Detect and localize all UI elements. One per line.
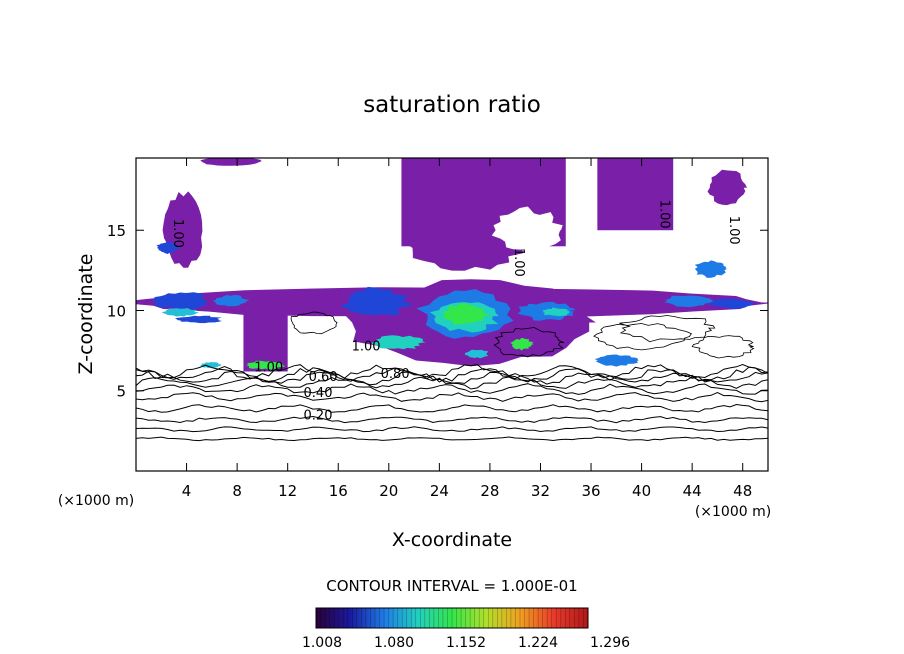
contour-line-7 bbox=[136, 370, 768, 386]
colorbar-gradient bbox=[315, 607, 589, 629]
supersaturated-regions bbox=[136, 158, 768, 372]
contour-line-1 bbox=[136, 426, 768, 433]
colorbar-tick-label: 1.152 bbox=[446, 635, 486, 651]
saturation-core-14 bbox=[594, 354, 639, 367]
saturation-core-6 bbox=[442, 302, 489, 325]
x-tick-label: 12 bbox=[278, 482, 297, 500]
x-axis-ticks: 4 8 12 16 20 24 28 32 36 40 44 48 bbox=[182, 158, 752, 500]
x-tick-label: 4 bbox=[182, 482, 192, 500]
contour-interval-text: CONTOUR INTERVAL = 1.000E-01 bbox=[326, 577, 577, 595]
contour-loop-0 bbox=[493, 327, 565, 358]
x-tick-label: 32 bbox=[531, 482, 550, 500]
y-tick-label: 5 bbox=[116, 383, 126, 401]
saturation-core-17 bbox=[156, 241, 180, 254]
chart-title: saturation ratio bbox=[363, 92, 541, 118]
contour-label: 0.20 bbox=[304, 409, 333, 424]
x-tick-label: 40 bbox=[632, 482, 651, 500]
y-axis-ticks: 5 10 15 bbox=[107, 222, 768, 401]
contour-loop-4 bbox=[691, 335, 755, 359]
x-tick-label: 48 bbox=[733, 482, 752, 500]
contour-line-8 bbox=[136, 366, 768, 383]
saturation-core-2 bbox=[161, 308, 200, 317]
x-axis-units-left: (×1000 m) bbox=[58, 493, 134, 509]
saturation-core-8 bbox=[542, 307, 570, 317]
colorbar-bands bbox=[320, 608, 584, 628]
colorbar-tick-label: 1.080 bbox=[374, 635, 414, 651]
contour-lines bbox=[136, 311, 768, 442]
contour-line-2 bbox=[136, 415, 768, 424]
colorbar-tick-labels: 1.008 1.080 1.152 1.224 1.296 bbox=[302, 635, 630, 651]
contour-line-0 bbox=[136, 436, 768, 442]
saturation-core-13 bbox=[510, 337, 534, 351]
upper-right-patch bbox=[707, 169, 747, 206]
saturation-core-0 bbox=[151, 292, 209, 310]
contour-line-3 bbox=[136, 403, 768, 413]
contour-loop-3 bbox=[290, 311, 338, 335]
y-tick-label: 10 bbox=[107, 302, 126, 320]
contour-label: 0.60 bbox=[309, 370, 338, 385]
saturation-core-1 bbox=[212, 295, 250, 307]
x-tick-label: 24 bbox=[430, 482, 449, 500]
top-left-patch bbox=[200, 158, 262, 166]
contour-label: 1.00 bbox=[352, 340, 381, 355]
upper-plume-right bbox=[597, 158, 674, 231]
x-tick-label: 8 bbox=[232, 482, 242, 500]
x-tick-label: 44 bbox=[683, 482, 702, 500]
colorbar-tick-label: 1.008 bbox=[302, 635, 342, 651]
contour-label: 1.00 bbox=[511, 248, 526, 277]
contour-label: 0.80 bbox=[381, 367, 410, 382]
contour-label: 1.00 bbox=[254, 360, 283, 375]
x-tick-label: 36 bbox=[581, 482, 600, 500]
saturation-core-12 bbox=[465, 349, 489, 359]
saturation-core-18 bbox=[694, 260, 728, 278]
colorbar: 1.008 1.080 1.152 1.224 1.296 bbox=[302, 607, 630, 651]
saturation-core-15 bbox=[664, 295, 715, 308]
contour-line-9 bbox=[136, 363, 768, 380]
contour-label: 1.00 bbox=[726, 216, 741, 245]
x-tick-label: 16 bbox=[329, 482, 348, 500]
contour-label: 1.00 bbox=[657, 200, 672, 229]
x-tick-label: 20 bbox=[379, 482, 398, 500]
y-tick-label: 15 bbox=[107, 222, 126, 240]
contour-line-4 bbox=[136, 392, 768, 403]
saturation-core-19 bbox=[174, 315, 222, 324]
x-axis-label: X-coordinate bbox=[392, 529, 512, 551]
saturation-core-11 bbox=[371, 335, 426, 350]
plot-frame bbox=[135, 157, 769, 472]
saturation-core-16 bbox=[706, 298, 755, 309]
contour-loop-2 bbox=[619, 315, 716, 343]
contour-loop-1 bbox=[593, 323, 693, 351]
saturation-core-3 bbox=[339, 286, 412, 316]
saturation-core-10 bbox=[200, 362, 222, 369]
x-tick-label: 28 bbox=[480, 482, 499, 500]
y-axis-label: Z-coordinate bbox=[75, 254, 97, 375]
contour-label: 0.40 bbox=[304, 386, 333, 401]
contour-label: 1.00 bbox=[170, 219, 185, 248]
colorbar-tick-label: 1.296 bbox=[590, 635, 630, 651]
saturation-core-9 bbox=[246, 360, 286, 370]
contour-line-5 bbox=[136, 383, 768, 395]
colorbar-tick-label: 1.224 bbox=[518, 635, 558, 651]
plot-area: 0.200.400.60 0.801.001.001.001.001.001.00 bbox=[136, 158, 768, 471]
contour-labels: 0.200.400.60 0.801.001.001.001.001.001.00 bbox=[170, 200, 741, 424]
x-axis-units-right: (×1000 m) bbox=[695, 504, 771, 520]
upper-plume-gap bbox=[491, 206, 563, 254]
